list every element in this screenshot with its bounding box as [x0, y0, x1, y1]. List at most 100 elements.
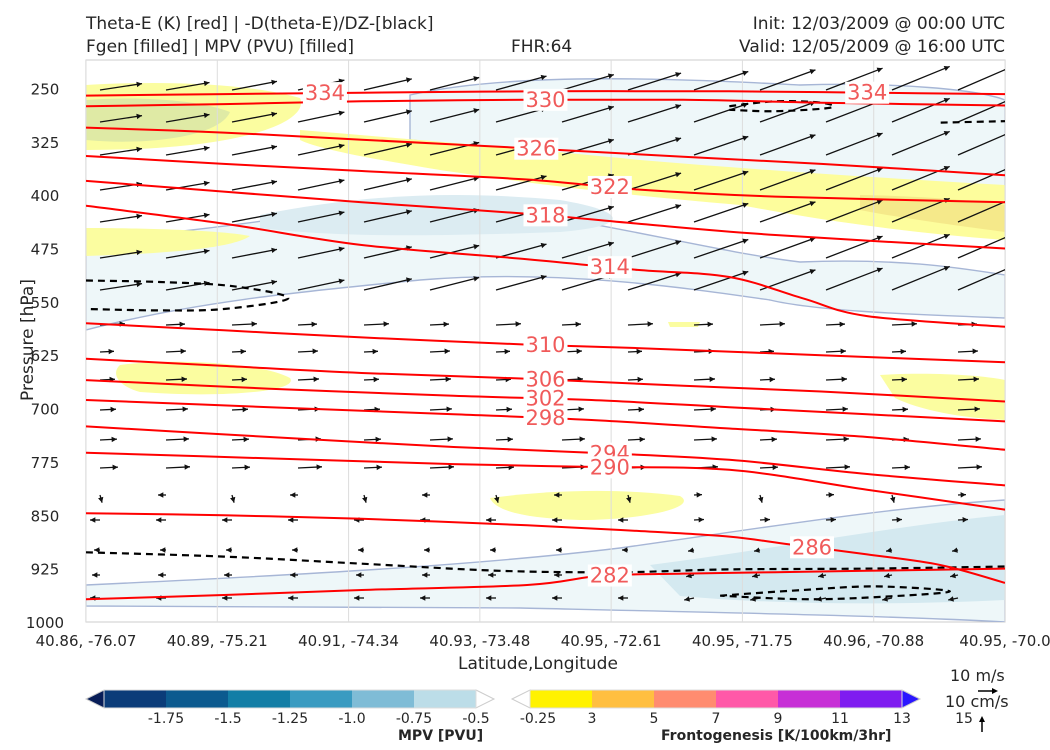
fgen-fill-lower	[490, 490, 684, 520]
x-tick-label: 40.95, -71.75	[692, 632, 793, 650]
contour-label-bg	[790, 536, 835, 559]
wind-vector	[891, 233, 950, 259]
wind-vector-head	[943, 165, 950, 171]
wind-vector-head	[136, 81, 143, 88]
theta-e-contour-label: 290	[590, 455, 630, 479]
wind-vector	[693, 270, 749, 291]
wind-vector	[165, 146, 210, 156]
wind-vector	[297, 179, 345, 191]
wind-vector-head	[809, 269, 816, 275]
contour-label-bg	[587, 256, 632, 279]
chart-title-line1: Theta-E (K) [red] | -D(theta-E)/DZ-[blac…	[86, 14, 434, 34]
fgen-colorbar-tick: 9	[774, 711, 783, 727]
wind-vector-head	[742, 238, 749, 244]
wind-vector-head	[647, 321, 653, 327]
wind-vector-head	[271, 179, 277, 186]
wind-vector	[297, 211, 345, 223]
fgen-fill-small	[668, 322, 700, 327]
wind-vector-head	[112, 464, 118, 471]
wind-vector-head	[711, 436, 717, 442]
wind-vector-head	[962, 517, 968, 523]
wind-vector-head	[158, 492, 164, 498]
wind-vector	[693, 70, 749, 91]
y-tick-label: 700	[31, 401, 60, 419]
wind-vector-head	[809, 69, 816, 75]
wind-vector-head	[901, 376, 907, 383]
wind-vector	[429, 176, 480, 191]
wind-vector-head	[242, 406, 248, 413]
fgen-colorbar-tick: 5	[650, 711, 659, 727]
wind-vector-head	[222, 595, 228, 601]
wind-vector-head	[180, 348, 186, 354]
wind-vector	[495, 175, 547, 191]
fgen-colorbar-tick: 11	[831, 711, 849, 727]
wind-vector	[627, 240, 682, 259]
contour-label-bg	[523, 204, 568, 227]
wind-vector-head	[618, 595, 624, 601]
wind-vector-head	[203, 145, 210, 152]
wind-vector-head	[181, 376, 187, 382]
wind-vector-head	[876, 67, 883, 73]
wind-vector-head	[507, 436, 513, 443]
wind-vector-head	[288, 517, 294, 523]
wind-vector-head	[313, 376, 319, 382]
wind-vector	[561, 105, 614, 123]
wind-vector-head	[222, 517, 228, 523]
wind-vector	[561, 73, 614, 91]
y-tick-label: 1000	[26, 614, 64, 632]
wind-vector-head	[375, 436, 381, 443]
wind-vector-head	[764, 517, 770, 523]
wind-vector-head	[754, 547, 760, 553]
x-tick-label: 40.86, -76.07	[36, 632, 137, 650]
wind-vector-head	[444, 348, 450, 354]
y-tick-label: 850	[31, 507, 60, 525]
wind-vector-head	[828, 492, 834, 498]
theta-e-contour-label: 326	[516, 137, 556, 161]
wind-vector-head	[843, 436, 849, 442]
wind-vector-head	[494, 496, 500, 503]
stability-contour	[86, 279, 290, 312]
fgen-colorbar-segment	[716, 690, 779, 708]
wind-vector-head	[904, 464, 910, 471]
wind-vector	[825, 235, 883, 259]
wind-vector-head	[688, 547, 694, 553]
wind-vector	[891, 97, 950, 123]
theta-e-contour-label: 282	[590, 564, 630, 588]
wind-vector	[561, 205, 614, 223]
wind-vector-head	[490, 547, 496, 553]
wind-vector-head	[504, 348, 510, 355]
fgen-fill-band	[300, 130, 1005, 240]
contour-label-bg	[523, 88, 568, 111]
wind-vector-head	[769, 376, 775, 383]
mpv-colorbar-tick: -1.25	[272, 711, 308, 727]
wind-vector	[957, 237, 1005, 259]
wind-vector-head	[950, 572, 956, 579]
wind-vector	[891, 197, 950, 223]
wind-vector-head	[607, 241, 614, 247]
wind-vector	[429, 108, 480, 123]
fgen-colorbar-tick: 15	[955, 711, 973, 727]
theta-e-contour-label: 306	[525, 368, 565, 392]
fgen-colorbar-segment	[654, 690, 717, 708]
wind-vector-head	[230, 496, 236, 503]
wind-vector-head	[779, 321, 785, 327]
wind-vector-head	[445, 376, 451, 382]
wind-vector-head	[771, 436, 777, 443]
wind-vector-head	[290, 492, 296, 498]
theta-e-contour	[86, 425, 1005, 487]
wind-vector	[957, 134, 1005, 156]
wind-vector-head	[358, 547, 364, 553]
wind-vector-head	[575, 321, 581, 328]
fgen-colorbar-outline	[529, 689, 903, 709]
wind-vector-head	[742, 135, 749, 141]
wind-vector	[99, 215, 143, 223]
wind-vector-head	[405, 277, 412, 283]
wind-vector-head	[362, 496, 368, 503]
wind-vector-head	[356, 572, 362, 578]
wind-vector	[561, 241, 614, 259]
wind-vector-head	[884, 572, 890, 579]
wind-ref-arrowhead-vertical	[979, 716, 985, 722]
wind-vector	[561, 138, 614, 156]
wind-vector-head	[607, 138, 614, 144]
wind-vector-head	[271, 79, 277, 86]
